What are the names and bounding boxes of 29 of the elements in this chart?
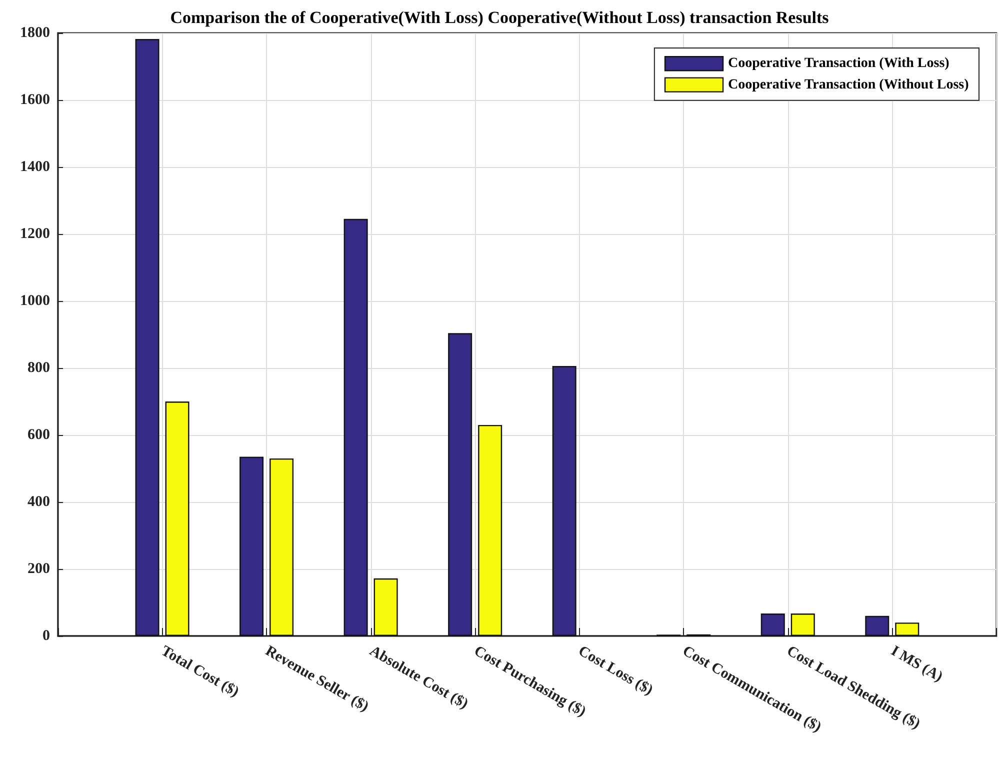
bar (240, 456, 264, 636)
y-tick-label: 1200 (20, 226, 50, 242)
y-tick-label: 1600 (20, 92, 50, 108)
x-tick-label: Total Cost ($) (158, 643, 242, 700)
bar (478, 424, 502, 636)
bar (790, 614, 815, 636)
bar (865, 616, 890, 636)
bar (895, 622, 920, 636)
legend-label: Cooperative Transaction (Without Loss) (728, 77, 970, 92)
bar (344, 218, 368, 636)
bar (270, 458, 294, 636)
bar (760, 614, 785, 636)
y-tick-label: 1000 (20, 293, 50, 309)
chart-title: Comparison the of Cooperative(With Loss) Cooperative(Without Loss) transaction Results (170, 8, 830, 27)
bar (135, 39, 160, 636)
y-tick-label: 0 (42, 628, 50, 644)
x-tick-label: I MS (A) (888, 643, 946, 686)
y-tick-label: 1800 (20, 25, 50, 41)
bar (165, 402, 190, 636)
y-tick-label: 1400 (20, 159, 50, 175)
bar (552, 366, 576, 636)
bar (448, 333, 472, 636)
bar (374, 578, 398, 636)
y-tick-label: 600 (28, 427, 50, 443)
y-tick-label: 400 (28, 494, 50, 510)
y-tick-label: 200 (28, 561, 50, 577)
y-tick-label: 800 (28, 360, 50, 376)
legend-label: Cooperative Transaction (With Loss) (728, 56, 950, 72)
x-tick-label: Cost Loss ($) (575, 643, 656, 699)
